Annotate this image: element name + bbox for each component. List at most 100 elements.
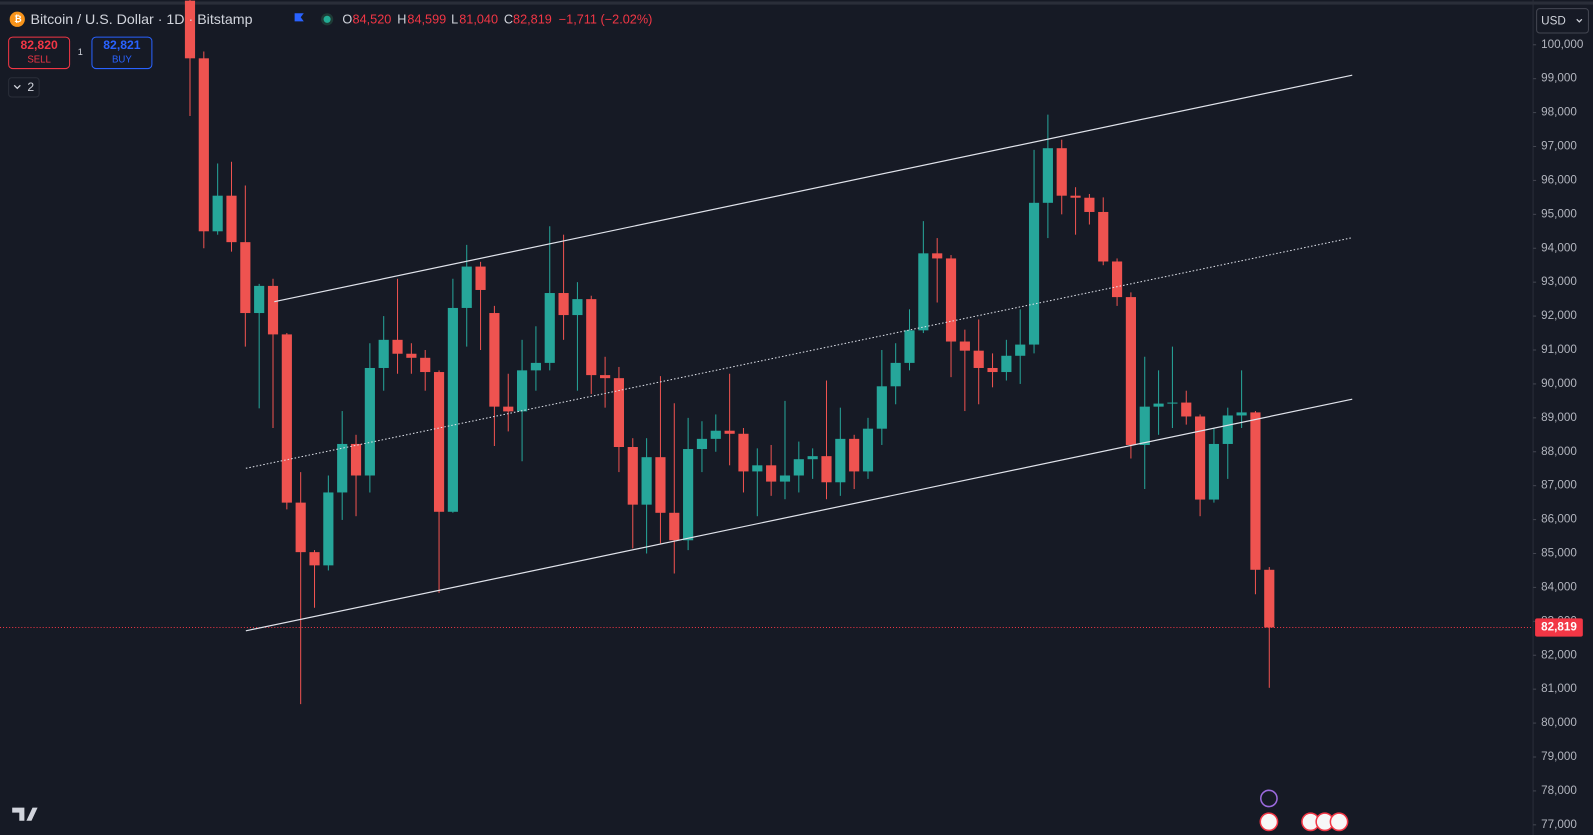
y-tick-label: 99,000 <box>1541 72 1577 85</box>
y-tick-label: 88,000 <box>1541 445 1577 458</box>
y-tick-label: 80,000 <box>1541 716 1577 729</box>
y-tick-label: 86,000 <box>1541 513 1577 526</box>
candle-body <box>1001 355 1012 373</box>
ohlc-label: H <box>397 13 406 27</box>
candle-body <box>309 552 320 566</box>
candle-body <box>973 350 984 368</box>
candle-body <box>558 293 569 316</box>
candle-body <box>1222 415 1233 444</box>
candle-body <box>683 449 694 541</box>
candle-body <box>240 242 251 314</box>
indicators-count: 2 <box>27 80 34 94</box>
candle-body <box>835 438 846 483</box>
candle-body <box>254 285 265 314</box>
y-tick-label: 100,000 <box>1541 38 1584 51</box>
candle-body <box>627 447 638 505</box>
ohlc-label: O <box>342 13 352 27</box>
candle-body <box>350 443 362 476</box>
y-tick-label: 97,000 <box>1541 140 1577 153</box>
candle-body <box>1195 416 1206 500</box>
candle-body <box>821 456 832 483</box>
candle-body <box>1070 195 1081 198</box>
candle-body <box>932 253 943 259</box>
last-price-label: 82,819 <box>1541 621 1577 634</box>
candle-body <box>641 457 652 505</box>
candle-body <box>738 433 749 472</box>
sell-label: SELL <box>27 54 51 65</box>
candle-body <box>1042 148 1053 203</box>
ohlc-value: 82,819 <box>513 13 552 27</box>
candle-body <box>849 438 860 472</box>
candle-body <box>420 357 431 373</box>
candle-body <box>752 465 763 472</box>
candle-body <box>987 367 998 373</box>
plot-area <box>0 0 1534 705</box>
event-icon[interactable] <box>1260 789 1278 808</box>
candle-body <box>1015 344 1026 356</box>
status-dot <box>323 15 331 23</box>
candle-body <box>544 293 555 363</box>
candle-body <box>1208 443 1220 500</box>
y-tick-label: 77,000 <box>1541 818 1577 831</box>
candle-body <box>1111 261 1123 298</box>
candle-body <box>212 195 223 232</box>
candle-body <box>503 406 514 412</box>
candle-body <box>406 353 417 358</box>
y-tick-label: 95,000 <box>1541 207 1577 220</box>
y-tick-label: 85,000 <box>1541 547 1577 560</box>
y-tick-label: 94,000 <box>1541 241 1577 254</box>
candle-body <box>613 378 625 448</box>
candle-body <box>1264 569 1275 628</box>
logo[interactable] <box>12 807 38 821</box>
buy-button[interactable] <box>91 36 153 70</box>
candle-body <box>1153 403 1164 407</box>
sell-button[interactable] <box>8 36 71 70</box>
candle-body <box>710 430 721 439</box>
y-tick-label: 91,000 <box>1541 343 1577 356</box>
chevron <box>1576 18 1583 23</box>
candle-body <box>530 362 541 371</box>
y-tick-label: 81,000 <box>1541 682 1577 695</box>
ohlc-label: L <box>451 13 458 27</box>
y-tick-label: 84,000 <box>1541 580 1577 593</box>
candle-body <box>1236 412 1247 416</box>
y-tick-label: 96,000 <box>1541 174 1577 187</box>
candle-body <box>226 195 237 243</box>
y-tick-label: 82,000 <box>1541 648 1577 661</box>
spread: 1 <box>78 47 83 57</box>
symbol-title[interactable]: Bitcoin / U.S. Dollar · 1D · Bitstamp <box>30 12 252 28</box>
change: −1,711 (−2.02%) <box>559 13 653 27</box>
ohlc-value: 84,599 <box>407 13 446 27</box>
y-tick-label: 87,000 <box>1541 479 1577 492</box>
candle-body <box>461 266 472 308</box>
candle-body <box>959 341 970 351</box>
candle-body <box>766 465 777 482</box>
candle-body <box>1167 402 1178 404</box>
candle-body <box>1181 402 1192 417</box>
y-tick-label: 89,000 <box>1541 411 1577 424</box>
candle-body <box>655 457 666 513</box>
y-tick-label: 90,000 <box>1541 377 1577 390</box>
candle-body <box>267 285 279 335</box>
ohlc-value: 84,520 <box>353 13 392 27</box>
indicators-toggle[interactable] <box>8 77 40 98</box>
candle-body <box>1084 197 1095 212</box>
candle-body <box>779 475 791 482</box>
event-icon[interactable] <box>1259 812 1279 832</box>
event-icon[interactable] <box>1329 812 1349 832</box>
btc-icon <box>9 11 25 27</box>
candle-body <box>447 307 458 512</box>
y-tick-label: 92,000 <box>1541 309 1577 322</box>
flag-icon[interactable] <box>294 13 304 22</box>
candle-body <box>364 367 375 476</box>
btc-icon-glyph: ₿ <box>14 14 22 24</box>
y-tick-label: 79,000 <box>1541 750 1577 763</box>
candle-body <box>392 339 403 354</box>
candle-body <box>489 313 500 407</box>
candle-body <box>1056 148 1067 196</box>
candle-body <box>198 58 209 232</box>
candle-body <box>807 456 818 460</box>
currency-select[interactable] <box>1536 8 1589 34</box>
